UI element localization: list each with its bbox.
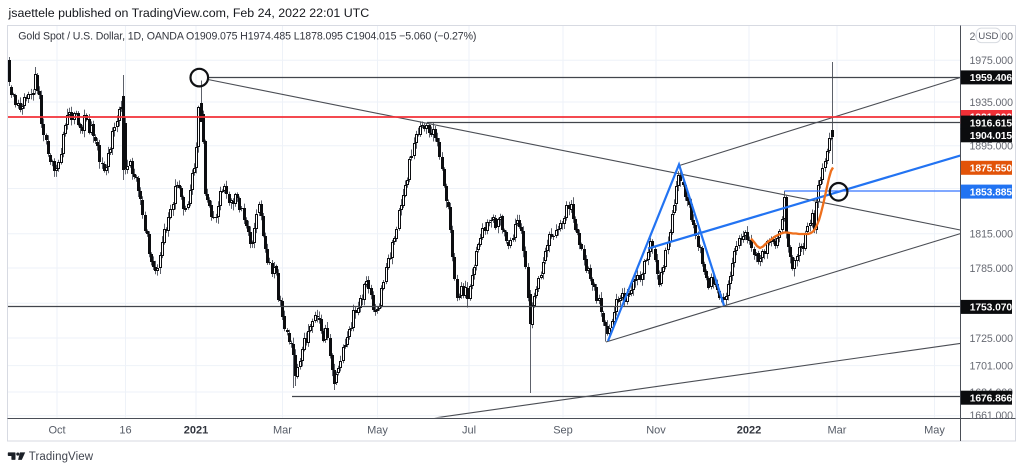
svg-text:1916.615: 1916.615 [970,118,1013,129]
svg-text:1701.000: 1701.000 [970,361,1014,373]
svg-text:1975.000: 1975.000 [970,55,1014,67]
svg-text:USD: USD [978,31,998,42]
svg-text:Jul: Jul [462,425,476,437]
svg-text:1661.000: 1661.000 [970,410,1014,422]
svg-text:1853.885: 1853.885 [970,187,1013,198]
svg-text:1753.070: 1753.070 [970,303,1013,314]
svg-text:Mar: Mar [828,425,847,437]
svg-text:1959.406: 1959.406 [970,73,1013,84]
svg-text:1935.000: 1935.000 [970,97,1014,109]
svg-text:1904.015: 1904.015 [970,131,1013,142]
svg-text:1875.550: 1875.550 [970,164,1013,175]
svg-text:Oct: Oct [48,425,65,437]
svg-text:16: 16 [119,425,131,437]
svg-text:May: May [924,425,945,437]
svg-text:1725.000: 1725.000 [970,333,1014,345]
svg-text:1676.866: 1676.866 [970,393,1013,404]
svg-text:TradingView: TradingView [29,451,94,463]
svg-text:1815.000: 1815.000 [970,229,1014,241]
svg-text:Nov: Nov [646,425,666,437]
svg-text:1895.000: 1895.000 [970,141,1014,153]
svg-text:jsaettele published on Trading: jsaettele published on TradingView.com, … [8,6,370,20]
svg-text:2021: 2021 [184,425,208,437]
svg-text:Gold Spot / U.S. Dollar, 1D, O: Gold Spot / U.S. Dollar, 1D, OANDA O1909… [18,31,476,43]
svg-text:Sep: Sep [553,425,573,437]
svg-text:2022: 2022 [737,425,761,437]
svg-text:Mar: Mar [273,425,292,437]
svg-text:May: May [367,425,388,437]
svg-text:1785.000: 1785.000 [970,263,1014,275]
